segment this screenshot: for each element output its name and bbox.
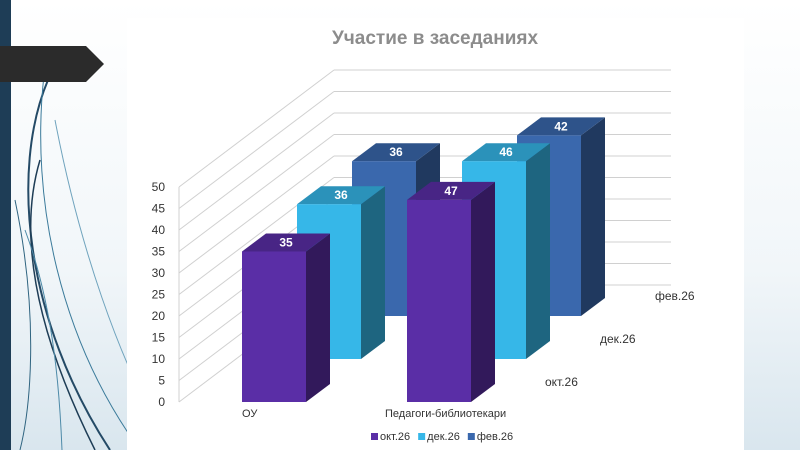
legend-swatch [371, 433, 378, 440]
legend-item: окт.26 [371, 431, 410, 443]
y-tick-label: 30 [152, 266, 166, 280]
bar: 47 [407, 181, 495, 402]
series-depth-label: дек.26 [600, 332, 636, 346]
y-tick-label: 15 [152, 331, 166, 345]
gridline-depth [178, 91, 335, 209]
y-tick-label: 35 [152, 245, 166, 259]
bar-top [462, 143, 550, 162]
gridline-depth [178, 155, 335, 274]
slide-arrow-shape [0, 46, 104, 82]
y-tick-label: 5 [158, 374, 165, 388]
bar-front [242, 251, 306, 402]
category-label: ОУ [242, 408, 258, 420]
gridline-depth [178, 69, 335, 188]
y-tick-label: 25 [152, 288, 166, 302]
y-tick-label: 50 [152, 180, 166, 194]
category-labels: ОУ Педагоги-библиотекари [242, 408, 506, 420]
sidebar-swirl [40, 74, 141, 450]
sidebar-swirl [30, 159, 96, 450]
data-label: 47 [444, 184, 458, 198]
series-depth-label: окт.26 [545, 375, 578, 389]
sidebar-swirl [27, 79, 111, 450]
bar: 35 [242, 233, 330, 402]
data-label: 36 [334, 188, 348, 202]
bar-top [352, 143, 440, 162]
y-tick-label: 20 [152, 309, 166, 323]
bar-side [361, 186, 385, 359]
data-label: 46 [499, 145, 513, 159]
slide-decoration [0, 0, 160, 450]
bar-side [581, 117, 605, 317]
sidebar-bar [0, 0, 11, 450]
y-tick-label: 40 [152, 223, 166, 237]
data-label: 42 [554, 119, 568, 133]
legend-swatch [418, 433, 426, 440]
gridline-depth [178, 134, 335, 252]
bar-top [407, 181, 495, 200]
chart-title: Участие в заседаниях [332, 28, 539, 49]
y-tick-label: 10 [152, 352, 166, 366]
legend-swatch [467, 433, 475, 440]
bars: 36 42 36 46 35 47 [242, 117, 605, 402]
series-depth-labels: окт.26 дек.26 фев.26 [545, 289, 695, 389]
chart: Участие в заседаниях 0 5 10 15 20 25 30 35 40 45 5… [152, 28, 695, 443]
y-axis-ticks: 0 5 10 15 20 25 30 35 40 45 50 [152, 180, 166, 409]
data-label: 36 [389, 145, 403, 159]
bar-top [517, 117, 605, 136]
legend-label: фев.26 [477, 431, 513, 443]
sidebar-swirl [24, 229, 63, 450]
y-tick-label: 0 [158, 395, 165, 409]
legend-label: окт.26 [380, 431, 410, 443]
y-tick-label: 45 [152, 202, 166, 216]
sidebar-swirl [14, 199, 32, 450]
legend-item: фев.26 [467, 431, 513, 443]
bar-side [306, 233, 330, 402]
bar-side [471, 181, 495, 402]
series-depth-label: фев.26 [655, 289, 695, 303]
bar-top [297, 186, 385, 205]
bar-front [407, 199, 471, 402]
legend: окт.26 дек.26 фев.26 [371, 431, 513, 443]
data-label: 35 [279, 236, 293, 250]
chart-panel: Участие в заседаниях 0 5 10 15 20 25 30 35 40 45 5… [127, 18, 744, 450]
category-label: Педагоги-библиотекари [385, 408, 506, 420]
gridline-depth [178, 112, 335, 231]
bar-top [242, 233, 330, 252]
legend-label: дек.26 [427, 431, 460, 443]
bar-side [526, 143, 550, 359]
legend-item: дек.26 [418, 431, 460, 443]
